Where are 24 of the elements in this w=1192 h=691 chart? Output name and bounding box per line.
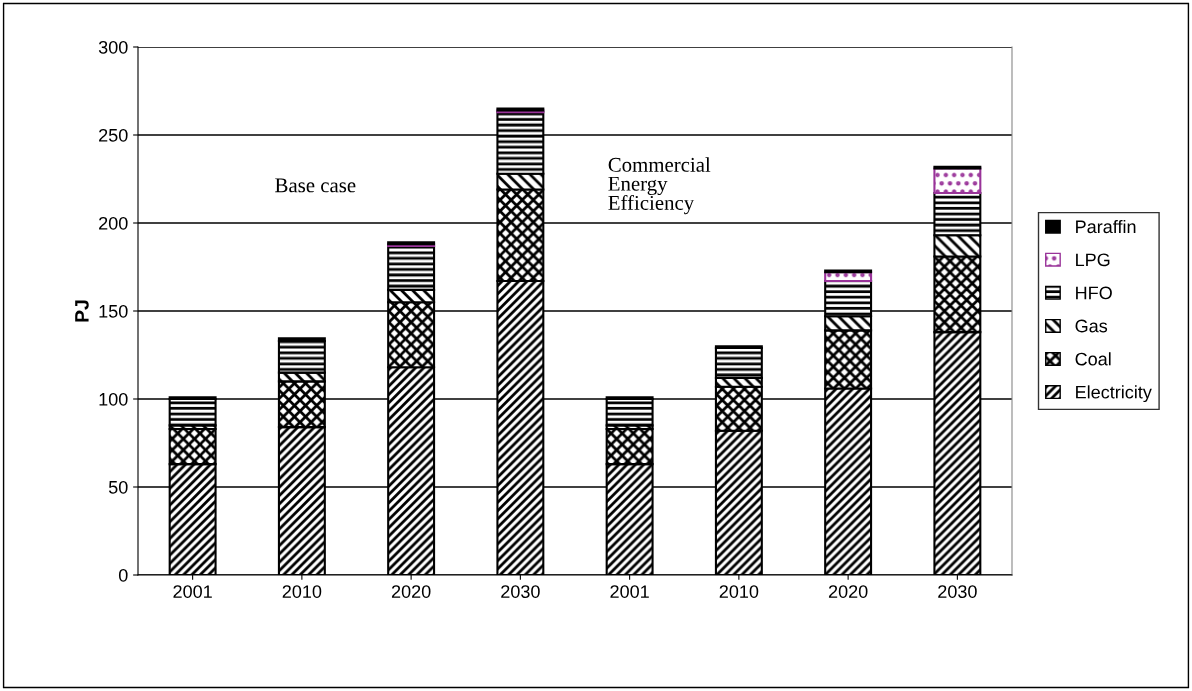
- x-tick-label: 2030: [938, 585, 977, 598]
- annotation: Commercial Energy Efficiency: [608, 157, 711, 215]
- y-tick-label: 200: [99, 216, 128, 230]
- y-tick-label: 250: [99, 128, 128, 142]
- y-tick-label: 50: [108, 480, 128, 494]
- legend-label: LPG: [1076, 253, 1110, 267]
- annotation: Base case: [275, 178, 356, 193]
- legend-label: Coal: [1075, 352, 1111, 366]
- y-axis-title: PJ: [75, 300, 89, 322]
- legend-label: Paraffin: [1076, 219, 1136, 234]
- x-tick-label: 2020: [828, 585, 868, 598]
- x-tick-label: 2001: [173, 585, 212, 598]
- legend-label: Gas: [1075, 319, 1108, 333]
- y-tick-label: 0: [118, 568, 128, 582]
- x-tick-label: 2001: [610, 585, 649, 598]
- y-tick-label: 300: [98, 40, 128, 54]
- y-tick-label: 100: [99, 392, 128, 406]
- x-tick-label: 2010: [719, 585, 759, 598]
- legend-label: Electricity: [1076, 385, 1152, 403]
- x-tick-label: 2020: [391, 585, 431, 598]
- legend-label: HFO: [1076, 286, 1112, 300]
- y-tick-label: 150: [99, 304, 128, 318]
- x-tick-label: 2010: [282, 585, 322, 598]
- x-tick-label: 2030: [501, 585, 540, 598]
